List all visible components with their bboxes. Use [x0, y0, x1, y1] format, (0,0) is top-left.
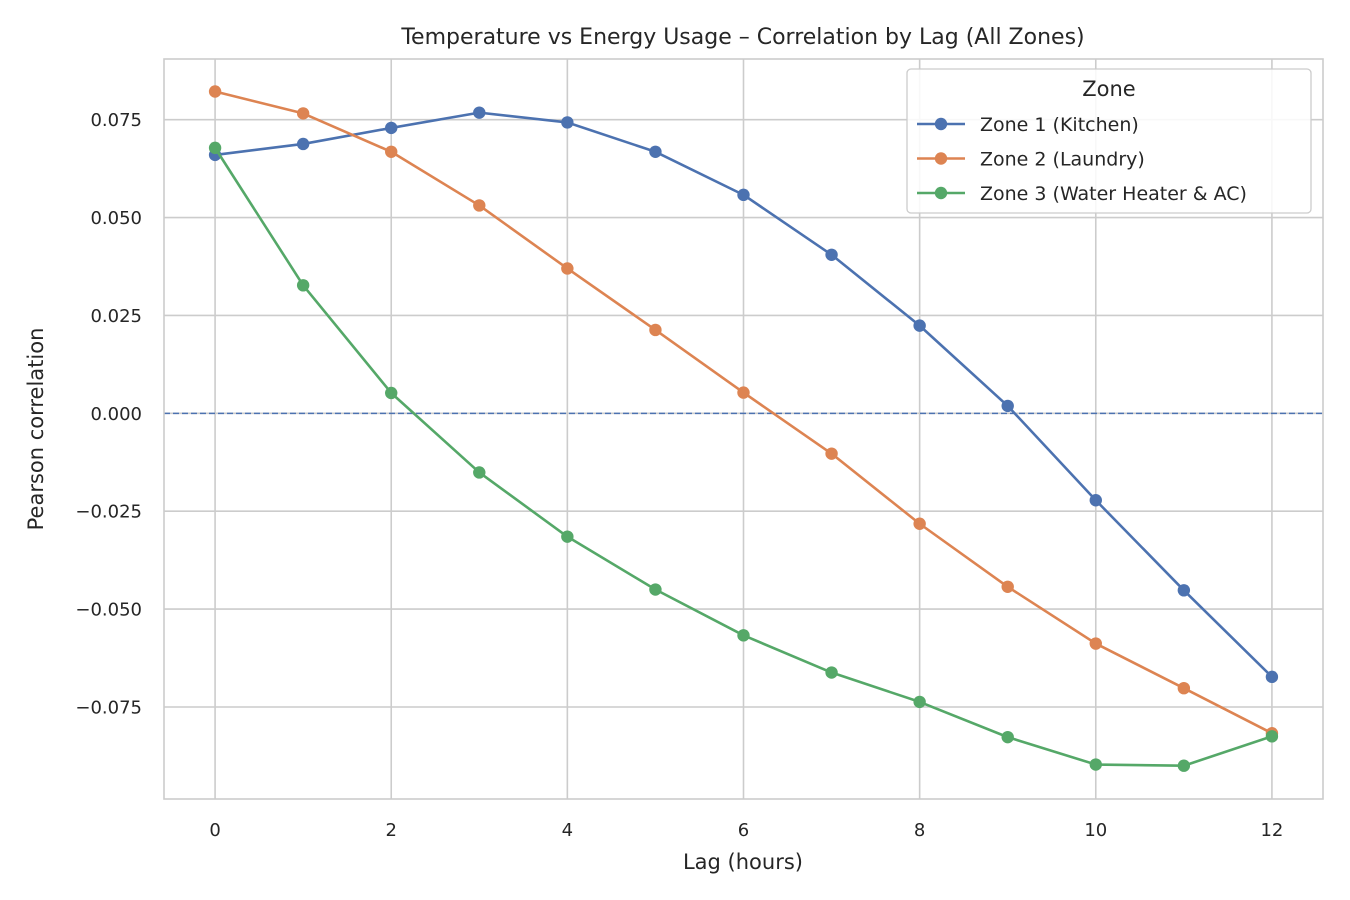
legend-entry: Zone 1 (Kitchen) [917, 114, 1139, 136]
series-1 [208, 106, 1279, 684]
data-point [1089, 637, 1102, 650]
data-point [1089, 758, 1102, 771]
data-point [561, 262, 574, 275]
series-2 [208, 85, 1279, 740]
data-point [737, 386, 750, 399]
legend-label: Zone 1 (Kitchen) [980, 114, 1139, 136]
data-point [1001, 399, 1014, 413]
data-point [737, 188, 750, 202]
x-tick-label: 6 [738, 820, 749, 841]
data-point [1177, 759, 1191, 772]
data-point [649, 145, 662, 158]
legend-entries: Zone 1 (Kitchen) Zone 2 (Laundry) Zone 3 (… [917, 114, 1247, 205]
y-tick-labels: −0.075 −0.050 −0.025 0.000 0.025 0.050 0.075 [75, 110, 142, 718]
x-tick-labels: 0 2 4 6 8 10 12 [209, 820, 1283, 841]
x-axis-label: Lag (hours) [683, 850, 803, 874]
legend-marker [934, 117, 948, 131]
data-point [1177, 584, 1191, 597]
legend-label: Zone 3 (Water Heater & AC) [980, 183, 1247, 205]
y-tick-label: 0.050 [90, 208, 142, 229]
x-tick-label: 8 [914, 820, 925, 841]
x-tick-label: 4 [562, 820, 573, 841]
data-point [913, 319, 926, 332]
y-tick-label: −0.050 [75, 600, 142, 621]
data-point [561, 530, 574, 543]
data-point [208, 85, 222, 98]
x-tick-label: 2 [385, 820, 396, 841]
data-point [1001, 730, 1014, 744]
legend-entry: Zone 2 (Laundry) [917, 149, 1145, 171]
y-tick-label: 0.025 [90, 306, 142, 327]
data-point [1089, 494, 1102, 507]
x-tick-label: 12 [1260, 820, 1283, 841]
data-point [296, 107, 310, 120]
data-point [1001, 580, 1014, 593]
y-axis-label: Pearson correlation [24, 328, 48, 531]
data-point [825, 447, 838, 460]
legend-title: Zone [1082, 77, 1135, 101]
legend-marker [934, 186, 948, 200]
plot-frame [163, 58, 1324, 800]
data-point [825, 248, 838, 261]
legend-entry: Zone 3 (Water Heater & AC) [917, 183, 1247, 205]
data-point [561, 116, 574, 129]
data-point [473, 106, 486, 119]
data-point [913, 695, 926, 709]
data-point [296, 137, 310, 151]
data-point [1177, 681, 1191, 695]
x-tick-label: 10 [1084, 820, 1107, 841]
data-point [385, 121, 398, 135]
y-tick-label: 0.075 [90, 110, 142, 131]
data-point [649, 583, 662, 596]
data-point [296, 279, 310, 292]
data-point [473, 466, 486, 479]
legend-label: Zone 2 (Laundry) [980, 149, 1145, 171]
legend: Zone Zone 1 (Kitchen)Zone 2 (Laundry)Zon… [906, 68, 1312, 214]
data-point [825, 666, 838, 679]
data-point [913, 517, 926, 530]
series-3 [208, 141, 1279, 772]
data-point [737, 629, 750, 642]
data-point [385, 145, 398, 158]
chart-title: Temperature vs Energy Usage – Correlatio… [400, 25, 1084, 50]
legend-box [906, 68, 1312, 214]
y-tick-label: −0.075 [75, 697, 142, 718]
data-point [1265, 730, 1279, 743]
x-tick-label: 0 [209, 820, 220, 841]
data-point [649, 323, 662, 337]
y-tick-label: 0.000 [90, 404, 142, 425]
data-point [1265, 670, 1279, 684]
data-point [473, 199, 486, 212]
data-point [385, 386, 398, 400]
y-tick-label: −0.025 [75, 502, 142, 523]
data-point [208, 141, 222, 155]
legend-marker [934, 152, 948, 165]
series-layer [208, 85, 1279, 772]
